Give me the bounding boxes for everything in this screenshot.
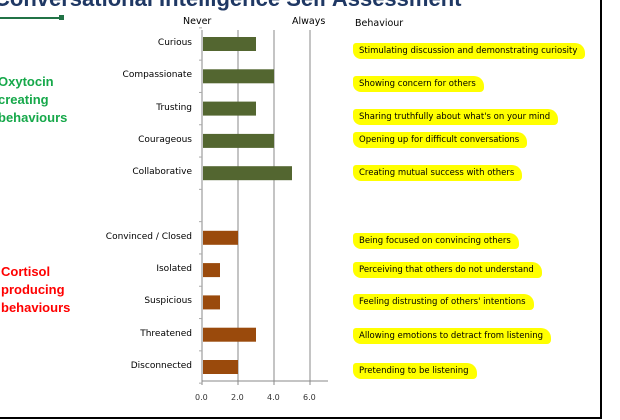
oxytocin-group-label: Oxytocin creating behaviours xyxy=(0,74,68,125)
behaviour-text: Creating mutual success with others xyxy=(353,165,523,181)
never-header: Never xyxy=(183,16,212,27)
bar-chart xyxy=(199,27,328,385)
cell-fill-handle[interactable] xyxy=(59,15,64,20)
page-title: Conversational Intelligence Self Assessm… xyxy=(0,0,461,12)
behaviour-text: Allowing emotions to detract from listen… xyxy=(353,328,551,344)
x-tick-label: 0.0 xyxy=(195,393,208,402)
bar-convinced-closed xyxy=(203,230,238,245)
behaviour-text: Opening up for difficult conversations xyxy=(353,132,528,148)
frame-border-right xyxy=(600,0,602,419)
behaviour-text: Stimulating discussion and demonstrating… xyxy=(353,43,586,59)
behaviour-text: Sharing truthfully about what's on your … xyxy=(353,109,559,125)
category-label: Disconnected xyxy=(130,361,192,371)
behaviour-text: Feeling distrusting of others' intention… xyxy=(353,294,534,310)
category-label: Isolated xyxy=(156,264,192,275)
category-label: Collaborative xyxy=(132,167,192,178)
bar-curious xyxy=(203,37,256,51)
x-tick-label: 4.0 xyxy=(267,393,280,402)
bar-courageous xyxy=(203,133,274,148)
bar-compassionate xyxy=(203,69,274,84)
behaviour-header: Behaviour xyxy=(355,18,404,29)
bar-suspicious xyxy=(203,295,220,310)
bar-threatened xyxy=(203,327,256,342)
behaviour-text: Being focused on convincing others xyxy=(353,233,519,249)
bar-disconnected xyxy=(203,360,238,374)
bar-isolated xyxy=(203,263,220,278)
category-label: Convinced / Closed xyxy=(105,231,192,242)
x-tick-label: 2.0 xyxy=(231,393,244,402)
category-label: Courageous xyxy=(138,134,192,145)
cortisol-group-label: Cortisol producing behaviours xyxy=(1,264,71,315)
always-header: Always xyxy=(292,16,326,27)
category-label: Threatened xyxy=(140,328,192,339)
behaviour-text: Pretending to be listening xyxy=(353,363,477,379)
cell-selection-border xyxy=(0,17,62,19)
bar-trusting xyxy=(203,101,256,116)
behaviour-text: Perceiving that others do not understand xyxy=(353,262,542,278)
x-tick-label: 6.0 xyxy=(303,393,316,402)
category-label: Suspicious xyxy=(144,296,192,307)
bar-collaborative xyxy=(203,166,292,181)
frame-border-bottom xyxy=(0,417,602,419)
category-label: Curious xyxy=(157,38,192,48)
category-label: Compassionate xyxy=(122,70,192,81)
category-label: Trusting xyxy=(156,102,192,113)
behaviour-text: Showing concern for others xyxy=(353,76,484,92)
